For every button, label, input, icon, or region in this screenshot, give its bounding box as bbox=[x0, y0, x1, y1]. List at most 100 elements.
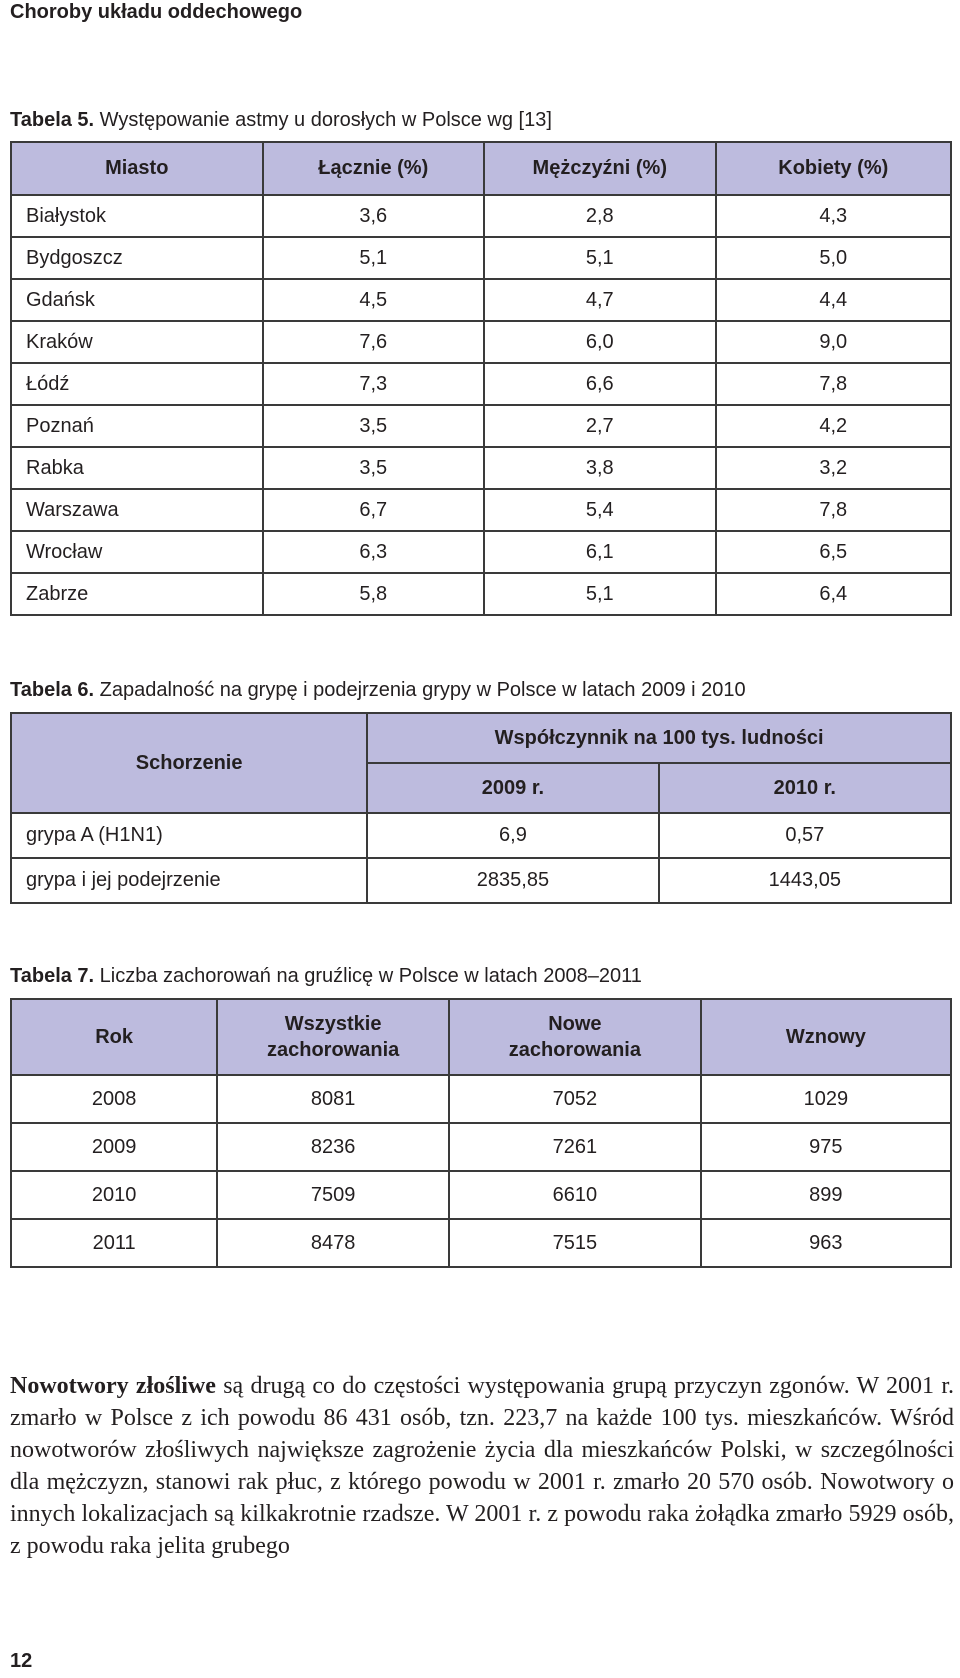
table-cell: 1029 bbox=[699, 1074, 953, 1124]
table-cell: 6,9 bbox=[366, 812, 660, 859]
table-cell: Gdańsk bbox=[10, 278, 264, 322]
table-cell: 6,5 bbox=[714, 530, 953, 574]
table-cell: 6,3 bbox=[261, 530, 486, 574]
table-cell: 2008 bbox=[9, 1074, 219, 1124]
table-cell: 4,2 bbox=[714, 404, 953, 448]
table-cell: 6,0 bbox=[483, 320, 717, 364]
table-cell: 6,6 bbox=[483, 362, 717, 406]
table6-influenza: Schorzenie Współczynnik na 100 tys. ludn… bbox=[9, 712, 953, 904]
table-row: Poznań 3,5 2,7 4,2 bbox=[10, 404, 953, 448]
table-cell: 975 bbox=[699, 1122, 953, 1172]
table-cell: 2011 bbox=[9, 1218, 219, 1268]
table-row: grypa A (H1N1) 6,9 0,57 bbox=[9, 812, 953, 859]
table-cell: 3,5 bbox=[261, 404, 486, 448]
table-cell: 5,1 bbox=[483, 572, 717, 616]
body-bold-lead: Nowotwory złośliwe bbox=[10, 1373, 216, 1399]
table-row: Bydgoszcz 5,1 5,1 5,0 bbox=[10, 236, 953, 280]
table-cell: 5,1 bbox=[261, 236, 486, 280]
table-cell: 7052 bbox=[448, 1074, 702, 1124]
table-cell: 0,57 bbox=[657, 812, 953, 859]
table-cell: Kraków bbox=[10, 320, 264, 364]
table-row: 2010 7509 6610 899 bbox=[9, 1170, 953, 1220]
table-row: Zabrze 5,8 5,1 6,4 bbox=[10, 572, 953, 616]
table7-header-cell: Wszystkie zachorowania bbox=[216, 998, 450, 1076]
table-cell: 8478 bbox=[216, 1218, 450, 1268]
table-row: Warszawa 6,7 5,4 7,8 bbox=[10, 488, 953, 532]
table-row: Łódź 7,3 6,6 7,8 bbox=[10, 362, 953, 406]
table-cell: Wrocław bbox=[10, 530, 264, 574]
table-cell: 6,7 bbox=[261, 488, 486, 532]
table-cell: 4,3 bbox=[714, 194, 953, 238]
table-cell: 1443,05 bbox=[657, 857, 953, 904]
table-cell: 3,5 bbox=[261, 446, 486, 490]
table-cell: 7,3 bbox=[261, 362, 486, 406]
table-cell: Bydgoszcz bbox=[10, 236, 264, 280]
table-cell: 2,8 bbox=[483, 194, 717, 238]
table-cell: Poznań bbox=[10, 404, 264, 448]
table7-header-cell: Nowe zachorowania bbox=[448, 998, 702, 1076]
table-row: Gdańsk 4,5 4,7 4,4 bbox=[10, 278, 953, 322]
table6-header-group: Współczynnik na 100 tys. ludności bbox=[366, 712, 952, 764]
table6-caption: Tabela 6. Zapadalność na grypę i podejrz… bbox=[10, 678, 746, 702]
table-cell: 2009 bbox=[9, 1122, 219, 1172]
table-cell: 4,4 bbox=[714, 278, 953, 322]
table-row: Rabka 3,5 3,8 3,2 bbox=[10, 446, 953, 490]
table-cell: 2,7 bbox=[483, 404, 717, 448]
table-cell: 7,6 bbox=[261, 320, 486, 364]
table7-caption: Tabela 7. Liczba zachorowań na gruźlicę … bbox=[10, 964, 642, 988]
table7-header-cell: Wznowy bbox=[699, 998, 953, 1076]
table-row: Wrocław 6,3 6,1 6,5 bbox=[10, 530, 953, 574]
running-head: Choroby układu oddechowego bbox=[10, 1, 303, 23]
table-cell: 5,4 bbox=[483, 488, 717, 532]
table-row: Białystok 3,6 2,8 4,3 bbox=[10, 194, 953, 238]
table-cell: grypa A (H1N1) bbox=[9, 812, 369, 859]
table6-caption-label: Tabela 6. bbox=[10, 679, 95, 701]
page-number: 12 bbox=[10, 1650, 33, 1672]
table-cell: 8081 bbox=[216, 1074, 450, 1124]
table-row: 2008 8081 7052 1029 bbox=[9, 1074, 953, 1124]
table6-header-2010: 2010 r. bbox=[657, 762, 953, 814]
table-row: grypa i jej podejrzenie 2835,85 1443,05 bbox=[9, 857, 953, 904]
table-cell: 7509 bbox=[216, 1170, 450, 1220]
table-cell: 9,0 bbox=[714, 320, 953, 364]
table-cell: 4,7 bbox=[483, 278, 717, 322]
table7-tuberculosis: Rok Wszystkie zachorowania Nowe zachorow… bbox=[9, 998, 953, 1268]
table-cell: 7515 bbox=[448, 1218, 702, 1268]
table5-header-cell: Kobiety (%) bbox=[714, 141, 953, 196]
table-cell: 3,6 bbox=[261, 194, 486, 238]
table5-header-cell: Miasto bbox=[10, 141, 264, 196]
table5-header-cell: Łącznie (%) bbox=[261, 141, 486, 196]
table5-caption-label: Tabela 5. bbox=[10, 109, 95, 131]
table5-caption-text: Występowanie astmy u dorosłych w Polsce … bbox=[94, 109, 552, 131]
table-cell: Łódź bbox=[10, 362, 264, 406]
table7-header-cell: Rok bbox=[9, 998, 219, 1076]
table-cell: 3,2 bbox=[714, 446, 953, 490]
table6-header-row: 2009 r. 2010 r. bbox=[11, 762, 953, 814]
body-paragraph: Nowotwory złośliwe są drugą co do często… bbox=[10, 1370, 954, 1562]
table5-header-row: Miasto Łącznie (%) Mężczyźni (%) Kobiety… bbox=[10, 141, 953, 196]
table-cell: 5,0 bbox=[714, 236, 953, 280]
table-cell: Warszawa bbox=[10, 488, 264, 532]
table-cell: 899 bbox=[699, 1170, 953, 1220]
table-row: 2009 8236 7261 975 bbox=[9, 1122, 953, 1172]
table-cell: 6610 bbox=[448, 1170, 702, 1220]
table-cell: grypa i jej podejrzenie bbox=[9, 857, 369, 904]
table5-header-cell: Mężczyźni (%) bbox=[483, 141, 717, 196]
table-cell: 4,5 bbox=[261, 278, 486, 322]
table-cell: 2835,85 bbox=[366, 857, 660, 904]
table-cell: 7,8 bbox=[714, 362, 953, 406]
table-cell: Białystok bbox=[10, 194, 264, 238]
table-cell: Zabrze bbox=[10, 572, 264, 616]
table-cell: 7,8 bbox=[714, 488, 953, 532]
table-cell: 2010 bbox=[9, 1170, 219, 1220]
table-cell: Rabka bbox=[10, 446, 264, 490]
table7-caption-text: Liczba zachorowań na gruźlicę w Polsce w… bbox=[94, 965, 642, 987]
body-text: są drugą co do częstości występowania gr… bbox=[10, 1373, 954, 1559]
table-row: Kraków 7,6 6,0 9,0 bbox=[10, 320, 953, 364]
table5-caption: Tabela 5. Występowanie astmy u dorosłych… bbox=[10, 108, 552, 132]
table-cell: 7261 bbox=[448, 1122, 702, 1172]
table6-header-2009: 2009 r. bbox=[366, 762, 660, 814]
table-row: 2011 8478 7515 963 bbox=[9, 1218, 953, 1268]
table7-header-row: Rok Wszystkie zachorowania Nowe zachorow… bbox=[9, 998, 953, 1076]
table-cell: 6,4 bbox=[714, 572, 953, 616]
